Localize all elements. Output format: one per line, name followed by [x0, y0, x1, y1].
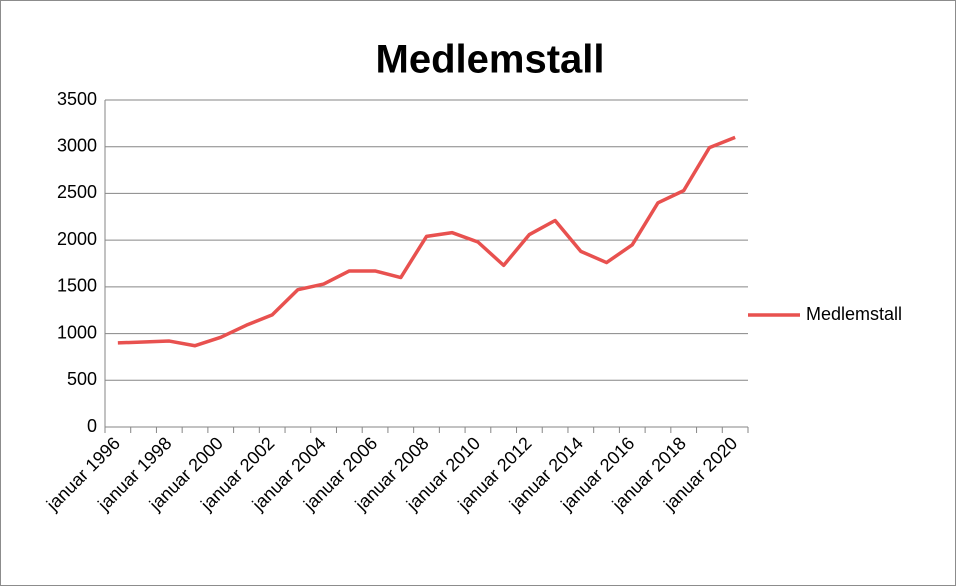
y-tick-label: 0: [87, 416, 97, 436]
y-tick-label: 1000: [57, 322, 97, 342]
y-tick-label: 2000: [57, 229, 97, 249]
chart-title: Medlemstall: [376, 38, 605, 82]
legend-label: Medlemstall: [806, 304, 902, 324]
y-tick-label: 3000: [57, 135, 97, 155]
y-tick-label: 2500: [57, 182, 97, 202]
y-tick-label: 3500: [57, 89, 97, 109]
series-line: [117, 135, 736, 348]
y-tick-label: 500: [67, 369, 97, 389]
y-tick-label: 1500: [57, 276, 97, 296]
